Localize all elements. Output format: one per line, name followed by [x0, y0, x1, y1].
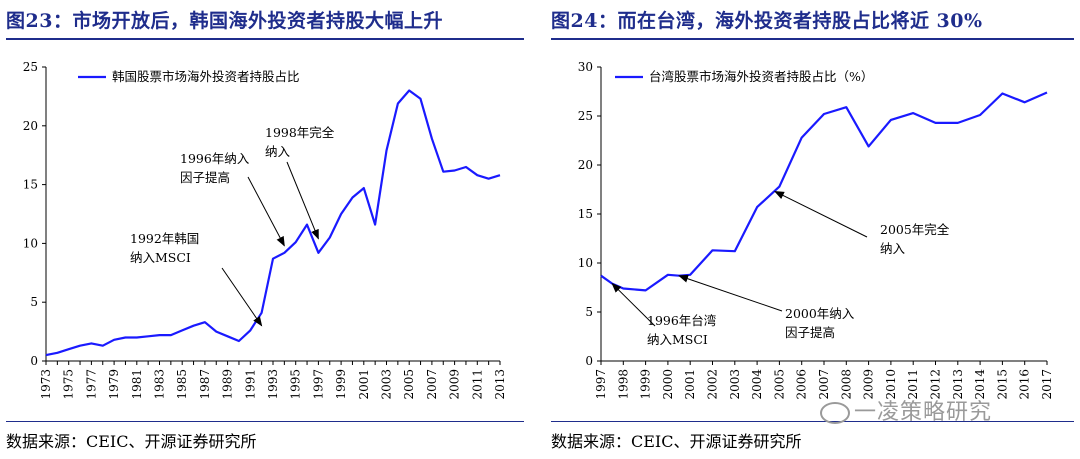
annotation-label: 纳入 [265, 144, 291, 159]
y-tick-label: 10 [578, 256, 593, 270]
x-tick-label: 1979 [107, 369, 121, 400]
annotation-label: 1996年台湾 [647, 313, 716, 328]
annotation-arrow [247, 176, 285, 247]
y-tick-label: 20 [578, 158, 593, 172]
x-tick-label: 1993 [266, 369, 280, 400]
x-tick-label: 1998 [616, 369, 630, 400]
x-tick-label: 2013 [493, 369, 507, 400]
annotation-arrow [774, 191, 868, 238]
x-tick-label: 2015 [995, 369, 1009, 400]
watermark-text: 一凌策略研究 [854, 400, 993, 425]
y-tick-label: 15 [23, 178, 38, 192]
title-divider [6, 38, 524, 40]
annotation-arrow [221, 267, 263, 327]
x-tick-label: 2004 [750, 369, 764, 400]
annotation-label: 因子提高 [785, 325, 835, 340]
x-tick-label: 1973 [39, 369, 53, 400]
source-divider [6, 421, 524, 422]
y-tick-label: 20 [23, 119, 38, 133]
annotation-label: 纳入MSCI [130, 250, 191, 265]
x-tick-label: 1987 [198, 369, 212, 400]
annotation-arrow [286, 161, 319, 240]
taiwan-foreign-ownership-chart: 0 5 10 15 20 25 30 1997 1998 1999 2000 2001 2002 2003… [578, 60, 1054, 400]
annotation-label: 因子提高 [180, 170, 230, 185]
y-tick-label: 0 [585, 354, 593, 368]
chart-panel-taiwan: 图24：而在台湾，海外投资者持股占比将近 30% 0 5 10 15 20 25 30 199… [545, 0, 1080, 459]
x-tick-label: 2006 [795, 369, 809, 400]
series-line [45, 89, 501, 357]
x-tick-label: 1985 [175, 369, 189, 400]
x-tick-label: 2003 [380, 369, 394, 400]
x-tick-label: 2017 [1040, 369, 1054, 400]
x-tick-label: 2016 [1018, 369, 1032, 400]
x-tick-label: 2014 [973, 369, 987, 400]
x-tick-label: 2001 [357, 369, 371, 400]
x-tick-label: 2009 [862, 369, 876, 400]
annotation-arrow [678, 274, 783, 312]
annotation-label: 1992年韩国 [130, 231, 199, 246]
x-tick-label: 2002 [706, 369, 720, 400]
y-tick-label: 10 [23, 236, 38, 250]
y-tick-label: 15 [578, 207, 593, 221]
x-tick-label: 1983 [153, 369, 167, 400]
x-tick-label: 2009 [448, 369, 462, 400]
wechat-icon [820, 402, 850, 424]
x-tick-label: 2000 [661, 369, 675, 400]
x-tick-label: 1989 [221, 369, 235, 400]
x-tick-label: 2008 [839, 369, 853, 400]
x-tick-label: 1999 [334, 369, 348, 400]
annotation-label: 纳入 [880, 241, 906, 256]
chart-title-korea: 图23：市场开放后，韩国海外投资者持股大幅上升 [6, 10, 443, 32]
source-note-korea: 数据来源：CEIC、开源证券研究所 [6, 432, 257, 451]
x-tick-label: 2013 [951, 369, 965, 400]
source-divider [551, 421, 1074, 422]
x-tick-label: 2005 [772, 369, 786, 400]
x-tick-label: 2010 [884, 369, 898, 400]
x-tick-label: 1997 [311, 369, 325, 400]
source-note-taiwan: 数据来源：CEIC、开源证券研究所 [551, 432, 802, 451]
korea-foreign-ownership-chart: 0 5 10 15 20 25 1973 1975 1977 1979 1981 1983 1985 19… [23, 60, 507, 400]
y-tick-label: 25 [23, 60, 38, 74]
chart-panel-korea: 图23：市场开放后，韩国海外投资者持股大幅上升 0 5 10 15 20 25 1973 19… [0, 0, 530, 459]
watermark: 一凌策略研究 [820, 394, 992, 426]
y-tick-label: 5 [30, 295, 38, 309]
x-tick-label: 2001 [683, 369, 697, 400]
annotation-label: 2005年完全 [880, 222, 950, 237]
y-tick-label: 5 [585, 305, 593, 319]
x-tick-label: 1977 [84, 369, 98, 400]
chart-title-taiwan: 图24：而在台湾，海外投资者持股占比将近 30% [551, 10, 983, 32]
x-tick-label: 2003 [728, 369, 742, 400]
y-tick-label: 30 [578, 60, 593, 74]
y-tick-label: 25 [578, 109, 593, 123]
annotation-arrow [611, 282, 656, 327]
x-tick-label: 2012 [929, 369, 943, 400]
x-tick-label: 1997 [594, 369, 608, 400]
annotation-label: 纳入MSCI [647, 332, 708, 347]
x-tick-label: 2011 [906, 369, 920, 400]
x-tick-label: 1995 [289, 369, 303, 400]
x-tick-label: 2011 [470, 369, 484, 400]
annotation-label: 1998年完全 [265, 125, 335, 140]
x-tick-label: 1999 [639, 369, 653, 400]
legend-label: 台湾股票市场海外投资者持股占比（%） [649, 69, 873, 84]
y-tick-label: 0 [30, 354, 38, 368]
annotation-label: 2000年纳入 [785, 306, 855, 321]
title-divider [551, 38, 1074, 40]
x-tick-label: 1991 [243, 369, 257, 400]
legend-label: 韩国股票市场海外投资者持股占比 [112, 69, 300, 84]
annotation-label: 1996年纳入 [180, 151, 250, 166]
series-line [600, 91, 1048, 292]
x-tick-label: 1975 [62, 369, 76, 400]
x-tick-label: 2005 [402, 369, 416, 400]
x-tick-label: 2007 [817, 369, 831, 400]
x-tick-label: 1981 [130, 369, 144, 400]
x-tick-label: 2007 [425, 369, 439, 400]
